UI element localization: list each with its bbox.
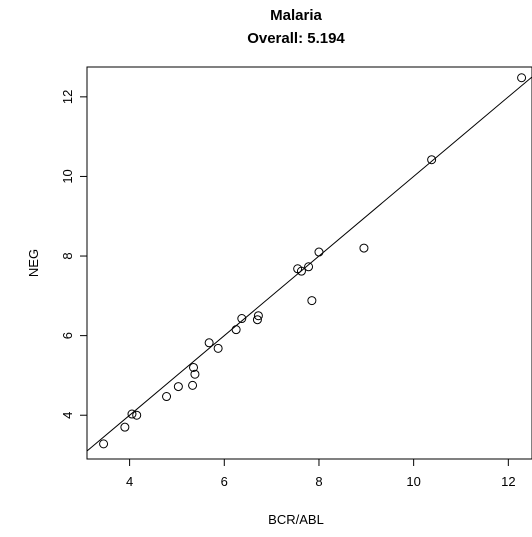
data-point [314,247,324,257]
x-tick-label: 12 [501,474,515,489]
chart-subtitle: Overall: 5.194 [247,30,345,47]
data-point [190,369,200,379]
x-axis-label: BCR/ABL [268,512,324,527]
y-tick-label: 10 [60,169,75,183]
y-tick-label: 4 [60,412,75,419]
data-point [189,362,199,372]
data-points [99,73,527,449]
x-tick-label: 4 [126,474,133,489]
data-point [359,243,369,253]
reference-line-group [86,76,532,452]
data-point [307,296,317,306]
data-point [296,266,306,276]
data-point [252,315,262,325]
data-point [231,325,241,335]
data-point [127,409,137,419]
x-tick-label: 8 [315,474,322,489]
y-tick-label: 12 [60,90,75,104]
axis-ticks: 4 6 8 10 12 4 6 8 10 12 [60,90,516,489]
y-axis-label: NEG [26,249,41,277]
data-point [304,262,314,272]
data-point [213,343,223,353]
plot-frame [86,66,532,460]
data-point [237,314,247,324]
data-point [120,422,130,432]
data-point [188,380,198,390]
data-point [162,392,172,402]
data-point [427,155,437,165]
y-tick-label: 6 [60,332,75,339]
data-point [132,410,142,420]
x-tick-label: 6 [221,474,228,489]
y-tick-label: 8 [60,252,75,259]
data-point [517,73,527,83]
data-point [253,311,263,321]
reference-line [86,76,532,452]
data-point [173,382,183,392]
data-point [99,439,109,449]
chart-title: Malaria [270,7,322,24]
data-point [204,338,214,348]
x-tick-label: 10 [406,474,420,489]
